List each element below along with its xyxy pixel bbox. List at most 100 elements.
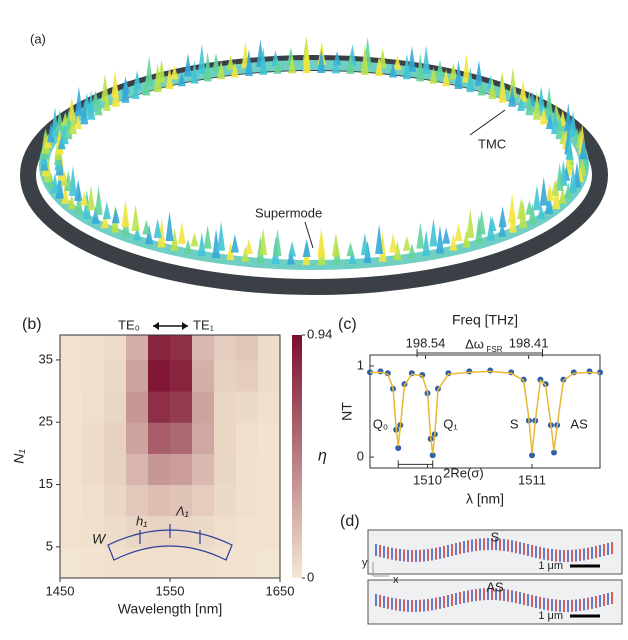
spike bbox=[94, 97, 103, 116]
spike bbox=[436, 225, 445, 254]
y-axis-label: NT bbox=[339, 402, 355, 421]
x-tick-label: 1650 bbox=[266, 583, 295, 598]
spike bbox=[545, 113, 554, 130]
spike bbox=[230, 62, 239, 78]
spike bbox=[111, 207, 120, 224]
field-stripe bbox=[535, 545, 537, 558]
field-stripe bbox=[431, 548, 433, 561]
field-stripe bbox=[435, 547, 437, 560]
field-stripe bbox=[599, 594, 601, 607]
spike bbox=[551, 105, 560, 135]
spike bbox=[378, 48, 387, 69]
spike bbox=[74, 189, 83, 215]
spike bbox=[477, 209, 486, 235]
y-tick-label: 25 bbox=[39, 414, 53, 429]
spike bbox=[145, 56, 154, 86]
spike bbox=[317, 227, 326, 257]
spike bbox=[555, 112, 564, 140]
spike bbox=[288, 55, 297, 74]
field-stripe bbox=[399, 599, 401, 612]
heat-cell bbox=[82, 335, 105, 361]
field-stripe bbox=[459, 592, 461, 605]
field-stripe bbox=[427, 599, 429, 612]
field-stripe bbox=[523, 543, 525, 556]
spike bbox=[525, 200, 534, 215]
spike bbox=[230, 233, 239, 253]
heat-cell bbox=[214, 453, 237, 486]
spike bbox=[462, 53, 471, 83]
heat-cell bbox=[104, 515, 127, 548]
spike bbox=[348, 249, 357, 264]
spike bbox=[508, 193, 517, 224]
field-stripe bbox=[499, 538, 501, 551]
heat-cell bbox=[148, 546, 171, 579]
field-stripe bbox=[411, 549, 413, 562]
spike bbox=[190, 60, 199, 84]
field-stripe bbox=[587, 547, 589, 560]
heat-cell bbox=[214, 484, 237, 517]
data-point bbox=[384, 370, 391, 377]
spike bbox=[488, 216, 497, 231]
spike bbox=[241, 246, 250, 262]
heat-cell bbox=[82, 391, 105, 423]
field-stripe bbox=[591, 596, 593, 609]
spike bbox=[454, 223, 463, 241]
heat-cell bbox=[82, 515, 105, 548]
panel-label: (d) bbox=[340, 513, 360, 530]
heat-cell bbox=[258, 422, 281, 454]
field-stripe bbox=[519, 542, 521, 555]
spike bbox=[378, 231, 387, 262]
x-tick-label: 1510 bbox=[413, 472, 442, 487]
spike bbox=[488, 78, 497, 100]
x2-tick-label: 198.41 bbox=[509, 335, 549, 350]
field-stripe bbox=[463, 591, 465, 604]
field-stripe bbox=[607, 543, 609, 556]
heat-cell bbox=[214, 546, 237, 579]
heat-cell bbox=[148, 391, 171, 423]
field-stripe bbox=[571, 599, 573, 612]
heat-cell bbox=[170, 335, 193, 361]
x-tick-label: 1450 bbox=[46, 583, 75, 598]
spike bbox=[393, 240, 402, 261]
annotation: Δω bbox=[465, 336, 484, 351]
field-stripe bbox=[583, 548, 585, 561]
spike bbox=[317, 48, 326, 74]
spike bbox=[244, 49, 253, 77]
spike bbox=[50, 172, 59, 194]
heat-cell bbox=[82, 453, 105, 486]
field-stripe bbox=[419, 599, 421, 612]
spike bbox=[565, 137, 574, 160]
spike bbox=[153, 62, 162, 93]
field-stripe bbox=[543, 547, 545, 560]
spike bbox=[212, 228, 221, 259]
spike bbox=[157, 217, 166, 248]
spike bbox=[498, 72, 507, 103]
y-tick-label: 35 bbox=[39, 351, 53, 366]
spike bbox=[121, 76, 130, 103]
heat-cell bbox=[214, 515, 237, 548]
heat-cell bbox=[148, 484, 171, 517]
heat-cell bbox=[236, 335, 259, 361]
heat-cell bbox=[214, 391, 237, 423]
field-stripe bbox=[551, 599, 553, 612]
spike bbox=[498, 222, 507, 237]
field-stripe bbox=[611, 592, 613, 605]
field-stripe bbox=[479, 588, 481, 601]
field-stripe bbox=[451, 544, 453, 556]
spike bbox=[508, 85, 517, 107]
heat-cell bbox=[258, 515, 281, 548]
field-stripe bbox=[583, 598, 585, 611]
data-point bbox=[520, 376, 527, 383]
field-stripe bbox=[567, 599, 569, 612]
spike bbox=[217, 221, 226, 251]
panel-label: (c) bbox=[338, 316, 357, 333]
spike bbox=[429, 67, 438, 84]
annotation: S bbox=[510, 417, 519, 432]
spike bbox=[170, 228, 179, 251]
field-stripe bbox=[399, 549, 401, 562]
spike bbox=[545, 86, 554, 116]
spike bbox=[111, 79, 120, 107]
heat-cell bbox=[192, 515, 215, 548]
spike bbox=[564, 103, 573, 132]
spike bbox=[389, 232, 398, 253]
